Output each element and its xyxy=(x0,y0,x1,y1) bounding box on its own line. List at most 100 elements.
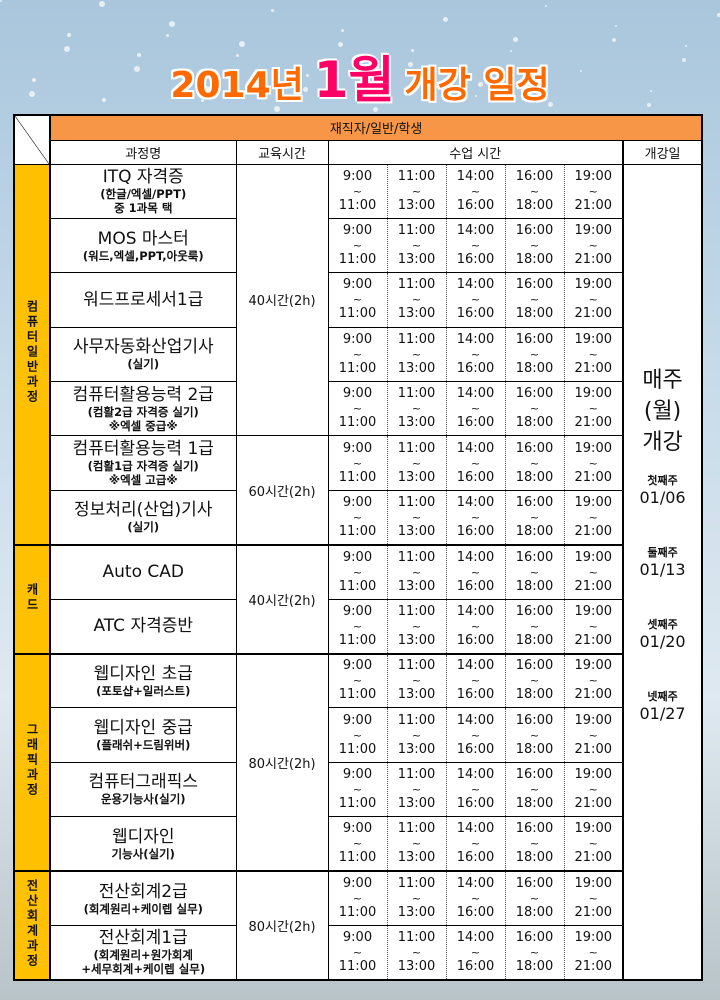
snowflake xyxy=(647,103,651,107)
time-value: 16:00 xyxy=(456,958,495,974)
time-value: 21:00 xyxy=(574,687,612,703)
page-title: 2014년 1월 개강 일정 xyxy=(0,40,720,112)
time-slot: 16:00 ~18:00 xyxy=(504,707,565,763)
time-slot: 14:00 ~16:00 xyxy=(445,326,506,383)
time-value: 14:00 xyxy=(456,440,495,456)
time-tilde: ~ xyxy=(529,945,540,959)
header-start: 개강일 xyxy=(621,139,703,165)
course-name: 웹디자인 xyxy=(111,826,175,847)
course-name: MOS 마스터 xyxy=(97,228,189,249)
course-detail: (포토샵+일러스트) xyxy=(96,683,191,698)
snowflake xyxy=(137,53,141,57)
time-slot: 14:00 ~16:00 xyxy=(445,272,506,328)
course-row: 사무자동화산업기사 (실기) 9:00 ~11:00 11:00 ~13:00 14:00 ~… xyxy=(14,326,702,383)
time-tilde: ~ xyxy=(352,892,363,906)
time-value: 11:00 xyxy=(338,415,377,431)
time-value: 19:00 xyxy=(574,549,612,565)
course-name: 웹디자인 초급 xyxy=(93,663,193,684)
time-slot: 16:00 ~18:00 xyxy=(504,326,565,383)
time-value: 19:00 xyxy=(574,658,612,674)
time-slot: 14:00 ~16:00 xyxy=(445,652,506,709)
time-slot: 16:00 ~18:00 xyxy=(504,598,565,655)
time-value: 11:00 xyxy=(397,223,436,239)
education-hours: 40시간(2h) xyxy=(235,163,329,437)
course-name: 컴퓨터그래픽스 xyxy=(88,772,198,793)
time-value: 21:00 xyxy=(574,306,612,322)
title-rest: 개강 일정 xyxy=(404,65,550,106)
time-value: 19:00 xyxy=(574,223,612,239)
time-value: 21:00 xyxy=(574,252,612,268)
time-value: 19:00 xyxy=(574,712,612,728)
time-slot: 9:00 ~11:00 xyxy=(327,435,388,491)
course-detail: 운용기능사(실기) xyxy=(100,792,186,807)
course-detail: (실기) xyxy=(127,520,160,535)
time-slot: 19:00 ~21:00 xyxy=(563,489,624,546)
time-value: 13:00 xyxy=(397,523,436,539)
course-detail: (회계원리+원가회계 xyxy=(93,948,194,963)
time-value: 11:00 xyxy=(397,277,436,293)
time-value: 16:00 xyxy=(456,306,495,322)
time-value: 19:00 xyxy=(574,168,612,184)
snowflake xyxy=(99,1,105,7)
time-value: 11:00 xyxy=(338,632,377,648)
time-value: 11:00 xyxy=(397,821,436,837)
time-value: 13:00 xyxy=(397,415,436,431)
time-slot: 16:00 ~18:00 xyxy=(504,272,565,328)
time-value: 19:00 xyxy=(574,440,612,456)
time-value: 9:00 xyxy=(342,494,373,510)
snowflake xyxy=(510,50,512,52)
course-name: ATC 자격증반 xyxy=(93,616,194,637)
time-value: 18:00 xyxy=(515,252,554,268)
time-value: 14:00 xyxy=(456,603,495,619)
time-slot: 9:00 ~11:00 xyxy=(327,543,388,600)
time-tilde: ~ xyxy=(352,347,363,361)
course-row: 컴퓨터일반과정 ITQ 자격증 (한글/엑셀/PPT) 중 1과목 택 40시간(2h)… xyxy=(13,163,703,981)
time-value: 16:00 xyxy=(515,712,554,728)
time-slot: 14:00 ~16:00 xyxy=(445,924,506,981)
time-tilde: ~ xyxy=(529,565,540,579)
course-name: 컴퓨터활용능력 1급 xyxy=(72,439,214,460)
time-slot: 14:00 ~16:00 xyxy=(445,163,506,219)
time-tilde: ~ xyxy=(411,619,422,633)
time-tilde: ~ xyxy=(470,619,481,633)
time-slot: 14:00 ~16:00 xyxy=(445,761,506,818)
snowflake xyxy=(685,45,687,47)
snowflake xyxy=(478,82,483,87)
time-value: 19:00 xyxy=(574,876,612,892)
snowflake xyxy=(650,90,652,92)
course-name-cell: 컴퓨터그래픽스 운용기능사(실기) xyxy=(49,761,237,818)
time-value: 14:00 xyxy=(456,766,495,782)
time-value: 11:00 xyxy=(397,331,436,347)
time-slot: 9:00 ~11:00 xyxy=(327,217,388,274)
course-detail: ※엑셀 고급※ xyxy=(108,473,178,488)
time-slot: 16:00 ~18:00 xyxy=(504,163,565,219)
time-tilde: ~ xyxy=(588,892,598,906)
time-slot: 19:00 ~21:00 xyxy=(563,543,624,600)
time-slot: 16:00 ~18:00 xyxy=(504,924,565,981)
time-value: 16:00 xyxy=(515,549,554,565)
time-value: 11:00 xyxy=(338,469,377,485)
time-slot: 9:00 ~11:00 xyxy=(327,761,388,818)
time-value: 16:00 xyxy=(515,766,554,782)
time-tilde: ~ xyxy=(411,456,422,470)
time-value: 18:00 xyxy=(515,632,554,648)
time-tilde: ~ xyxy=(411,510,422,524)
time-value: 16:00 xyxy=(456,687,495,703)
week-label: 넷째주 xyxy=(647,689,678,703)
time-tilde: ~ xyxy=(411,782,422,796)
snowflake xyxy=(64,46,70,52)
course-name-cell: 전산회계1급 (회계원리+원가회계 +세무회계+케이렙 실무) xyxy=(49,924,237,981)
time-value: 13:00 xyxy=(397,360,436,376)
snowflake xyxy=(274,106,280,112)
time-tilde: ~ xyxy=(352,293,363,307)
time-value: 16:00 xyxy=(515,277,554,293)
time-value: 16:00 xyxy=(456,469,495,485)
time-tilde: ~ xyxy=(529,619,540,633)
time-value: 9:00 xyxy=(342,277,373,293)
time-tilde: ~ xyxy=(588,293,598,307)
time-slot: 11:00 ~13:00 xyxy=(386,435,447,491)
time-value: 11:00 xyxy=(397,386,436,402)
time-slot: 14:00 ~16:00 xyxy=(445,381,506,437)
course-detail: (워드,엑셀,PPT,아웃룩) xyxy=(82,248,204,263)
time-value: 14:00 xyxy=(456,223,495,239)
